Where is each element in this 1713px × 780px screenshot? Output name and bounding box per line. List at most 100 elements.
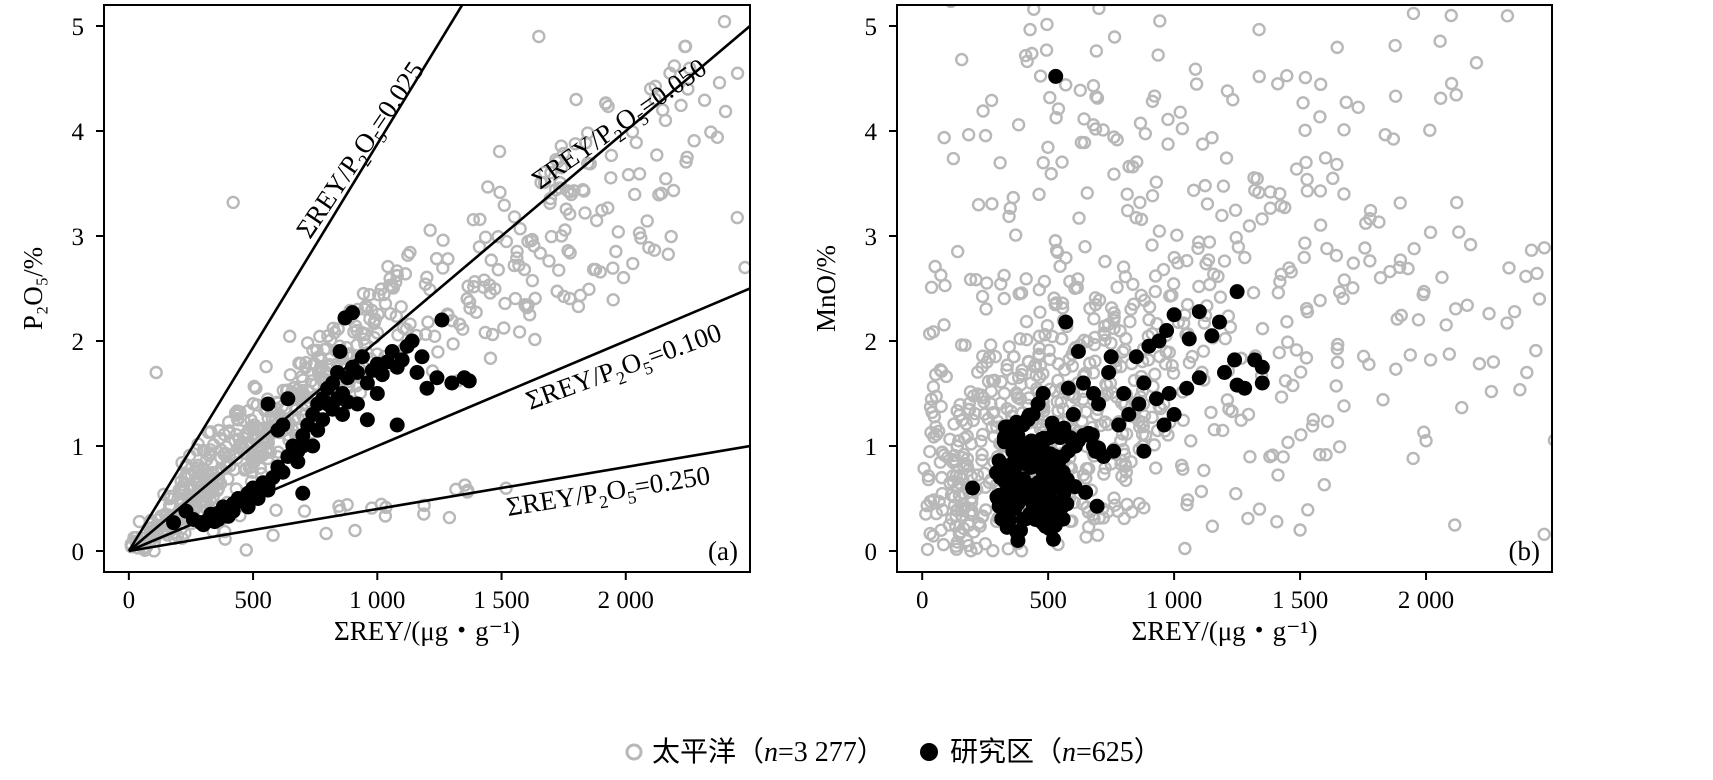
- pacific-point: [1318, 151, 1333, 165]
- pacific-point: [666, 183, 681, 198]
- ratio-label-end: =0.025: [363, 56, 430, 136]
- pacific-point: [1299, 155, 1313, 170]
- pacific-point: [269, 503, 283, 517]
- study-point: [260, 396, 276, 412]
- pacific-point: [1077, 112, 1091, 126]
- pacific-point: [1393, 253, 1408, 267]
- pacific-point: [1107, 491, 1121, 505]
- study-point: [369, 386, 385, 401]
- pacific-point: [484, 253, 498, 267]
- pacific-point: [969, 272, 983, 287]
- pacific-point: [658, 113, 673, 128]
- ratio-label-main: ΣREY/P: [290, 150, 366, 243]
- pacific-point: [640, 214, 654, 228]
- study-point: [1106, 443, 1122, 459]
- pacific-point: [1195, 137, 1210, 151]
- pacific-point: [568, 137, 583, 151]
- pacific-point: [1218, 331, 1232, 346]
- pacific-point: [1170, 228, 1184, 242]
- pacific-point: [1229, 230, 1243, 245]
- y-tick-label: 1: [72, 434, 85, 461]
- pacific-point: [580, 126, 595, 140]
- pacific-point: [1044, 167, 1058, 181]
- pacific-point: [931, 424, 946, 439]
- pacific-point: [1050, 395, 1064, 409]
- pacific-point: [1252, 69, 1266, 84]
- pacific-point: [1423, 225, 1438, 240]
- pacific-point: [1039, 43, 1054, 57]
- pacific-point: [975, 453, 989, 467]
- pacific-point: [1293, 365, 1308, 379]
- pacific-point: [950, 244, 965, 259]
- pacific-point: [1388, 38, 1402, 53]
- pacific-point: [1092, 5, 1106, 16]
- pacific-point: [211, 481, 226, 496]
- pacific-point: [1215, 208, 1229, 223]
- pacific-point: [937, 130, 951, 145]
- pacific-point: [1255, 212, 1269, 226]
- pacific-point: [1241, 511, 1255, 526]
- pacific-point: [1452, 225, 1466, 239]
- pacific-point: [1198, 178, 1212, 193]
- pacific-point: [573, 288, 588, 303]
- pacific-point: [958, 456, 973, 471]
- pacific-point: [348, 523, 362, 538]
- pacific-point: [1176, 462, 1190, 476]
- pacific-point: [935, 503, 950, 517]
- pacific-point: [1159, 344, 1173, 359]
- pacific-point: [483, 351, 498, 365]
- pacific-point: [521, 234, 535, 249]
- study-point: [1136, 443, 1152, 459]
- ratio-line-label: ΣREY/P2O5=0.050: [526, 52, 715, 199]
- pacific-point: [642, 240, 656, 255]
- pacific-point: [919, 507, 933, 521]
- pacific-point: [1059, 78, 1073, 92]
- study-point: [1111, 417, 1127, 433]
- pacific-point: [1148, 269, 1163, 283]
- pacific-point: [1305, 419, 1320, 433]
- pacific-point: [1320, 241, 1334, 256]
- pacific-point: [1094, 418, 1108, 433]
- study-point: [315, 412, 331, 428]
- pacific-point: [554, 139, 568, 153]
- study-point: [335, 407, 351, 422]
- pacific-point: [1229, 486, 1243, 501]
- pacific-point: [950, 439, 964, 454]
- pacific-point: [472, 240, 487, 254]
- pacific-point: [283, 368, 298, 382]
- pacific-point: [1278, 200, 1292, 215]
- pacific-point: [1219, 151, 1234, 165]
- pacific-point: [492, 144, 507, 159]
- ratio-label-sub2: 5: [626, 487, 638, 508]
- pacific-point: [1300, 172, 1314, 187]
- pacific-point: [1202, 235, 1217, 249]
- pacific-point: [974, 388, 989, 402]
- pacific-point: [790, 0, 801, 8]
- pacific-point: [419, 327, 433, 342]
- pacific-point: [1455, 400, 1469, 415]
- pacific-point: [1115, 345, 1130, 359]
- pacific-point: [1194, 484, 1209, 499]
- study-point: [1008, 414, 1024, 430]
- pacific-point: [1222, 402, 1236, 416]
- pacific-point: [1045, 329, 1060, 344]
- pacific-point: [290, 383, 305, 397]
- pacific-point: [1419, 434, 1433, 448]
- pacific-point: [1165, 358, 1179, 373]
- study-point: [1059, 496, 1075, 512]
- pacific-point: [1028, 357, 1043, 372]
- pacific-point: [1197, 463, 1211, 478]
- pacific-point: [1008, 228, 1023, 242]
- study-point: [275, 417, 291, 433]
- pacific-point: [557, 289, 571, 304]
- pacific-point: [1482, 306, 1496, 321]
- pacific-point: [1299, 351, 1314, 365]
- study-point: [1034, 478, 1050, 494]
- pacific-point: [980, 276, 994, 290]
- pacific-point: [214, 450, 228, 465]
- pacific-point: [1313, 184, 1328, 198]
- pacific-point: [550, 155, 565, 169]
- pacific-point: [1156, 262, 1171, 277]
- pacific-point: [980, 355, 994, 369]
- pacific-point: [1502, 261, 1516, 275]
